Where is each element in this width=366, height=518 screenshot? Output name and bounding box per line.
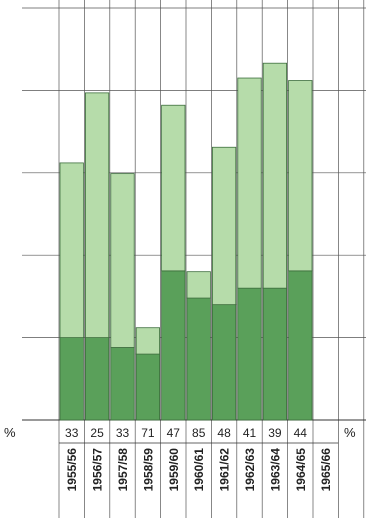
- category-label: 1962/63: [243, 448, 257, 492]
- category-label: 1964/65: [294, 448, 308, 492]
- bar-lower-segment: [135, 353, 160, 421]
- bar-lower-segment: [211, 304, 237, 421]
- percent-label: 48: [217, 426, 231, 440]
- bar-upper-segment: [161, 104, 186, 272]
- bar-upper-segment: [211, 146, 237, 306]
- category-label: 1963/64: [268, 448, 282, 492]
- category-label: 1955/56: [65, 448, 79, 492]
- category-label: 1956/57: [91, 448, 105, 492]
- bar-upper-segment: [262, 62, 288, 289]
- right-axis-label: %: [344, 425, 356, 440]
- bar-lower-segment: [237, 287, 262, 421]
- percent-label: 33: [65, 426, 79, 440]
- bar-lower-segment: [186, 297, 211, 421]
- bar-lower-segment: [262, 287, 288, 421]
- bar-lower-segment: [59, 337, 84, 421]
- percent-label: 41: [243, 426, 257, 440]
- bar-upper-segment: [237, 77, 262, 289]
- percent-label: 71: [141, 426, 155, 440]
- percent-label: 44: [294, 426, 308, 440]
- category-label: 1959/60: [167, 448, 181, 492]
- bar-lower-segment: [85, 337, 110, 421]
- category-label: 1965/66: [319, 448, 333, 492]
- left-axis-label: %: [4, 425, 16, 440]
- bar-upper-segment: [85, 92, 110, 338]
- percent-label: 25: [90, 426, 104, 440]
- percent-label: 85: [192, 426, 206, 440]
- bar-lower-segment: [161, 270, 186, 421]
- percent-label: 47: [167, 426, 181, 440]
- labels: % % 33 1955/56 25 1956/57 33 1957/58 71 1958/59…: [4, 425, 356, 491]
- category-label: 1958/59: [141, 448, 155, 492]
- bar-upper-segment: [288, 80, 313, 272]
- percent-label: 33: [116, 426, 130, 440]
- bar-upper-segment: [186, 271, 211, 299]
- bar-upper-segment: [59, 162, 84, 339]
- category-label: 1961/62: [218, 448, 232, 492]
- grid-lines: [22, 0, 366, 518]
- category-label: 1957/58: [116, 448, 130, 492]
- bar-series: [59, 62, 313, 421]
- bar-lower-segment: [110, 347, 135, 421]
- category-label: 1960/61: [192, 448, 206, 492]
- bar-lower-segment: [288, 270, 313, 421]
- percent-label: 39: [268, 426, 282, 440]
- bar-upper-segment: [135, 327, 160, 355]
- bar-upper-segment: [110, 173, 135, 348]
